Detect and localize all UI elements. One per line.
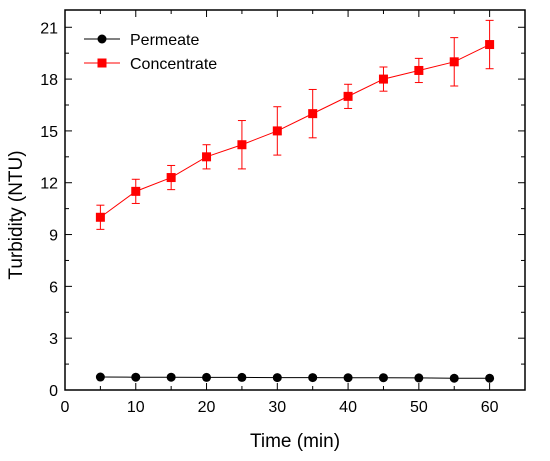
data-point-permeate (95, 372, 105, 382)
y-tick-label: 18 (40, 72, 58, 89)
data-point-permeate (378, 373, 388, 383)
series-line-concentrate (100, 44, 490, 218)
data-point-permeate (202, 372, 212, 382)
data-point-concentrate (272, 126, 282, 136)
plot-frame (64, 9, 526, 391)
x-tick-label: 30 (268, 399, 286, 416)
data-point-concentrate (131, 186, 141, 196)
series-line-permeate (100, 376, 490, 379)
data-point-permeate (131, 372, 141, 382)
x-tick-label: 60 (481, 399, 499, 416)
x-tick-label: 40 (339, 399, 357, 416)
y-tick-label: 12 (40, 176, 58, 193)
data-point-concentrate (308, 109, 318, 119)
data-point-concentrate (485, 40, 495, 50)
legend-label-permeate: Permeate (130, 32, 199, 49)
x-tick-label: 50 (410, 399, 428, 416)
legend-label-concentrate: Concentrate (130, 56, 217, 73)
y-tick-label: 0 (49, 383, 58, 400)
data-point-permeate (237, 372, 247, 382)
x-tick-label: 20 (198, 399, 216, 416)
plot-area: 0 10 20 30 40 50 60 0 3 6 9 12 15 18 21 (40, 9, 526, 416)
data-point-concentrate (414, 65, 424, 75)
legend-marker-concentrate (97, 58, 107, 68)
data-point-permeate (485, 373, 495, 383)
y-tick-label: 15 (40, 124, 58, 141)
data-point-permeate (272, 373, 282, 383)
x-tick-label: 0 (61, 399, 70, 416)
data-point-concentrate (378, 74, 388, 84)
x-tick-label: 10 (127, 399, 145, 416)
legend-marker-permeate (97, 34, 107, 44)
y-tick-label: 21 (40, 20, 58, 37)
data-point-concentrate (237, 140, 247, 150)
data-point-concentrate (449, 57, 459, 67)
y-tick-label: 3 (49, 331, 58, 348)
legend: Permeate Concentrate (84, 32, 217, 73)
data-point-concentrate (95, 212, 105, 222)
data-point-concentrate (343, 91, 353, 101)
data-point-concentrate (166, 173, 176, 183)
data-point-concentrate (202, 152, 212, 162)
legend-item-concentrate: Concentrate (84, 56, 217, 73)
data-point-permeate (308, 373, 318, 383)
data-point-permeate (449, 373, 459, 383)
data-point-permeate (343, 373, 353, 383)
data-point-permeate (166, 372, 176, 382)
y-tick-label: 9 (49, 228, 58, 245)
y-tick-label: 6 (49, 279, 58, 296)
data-point-permeate (414, 373, 424, 383)
x-axis-title: Time (min) (250, 431, 340, 452)
legend-item-permeate: Permeate (84, 32, 199, 49)
y-axis-title: Turbidity (NTU) (6, 150, 27, 279)
